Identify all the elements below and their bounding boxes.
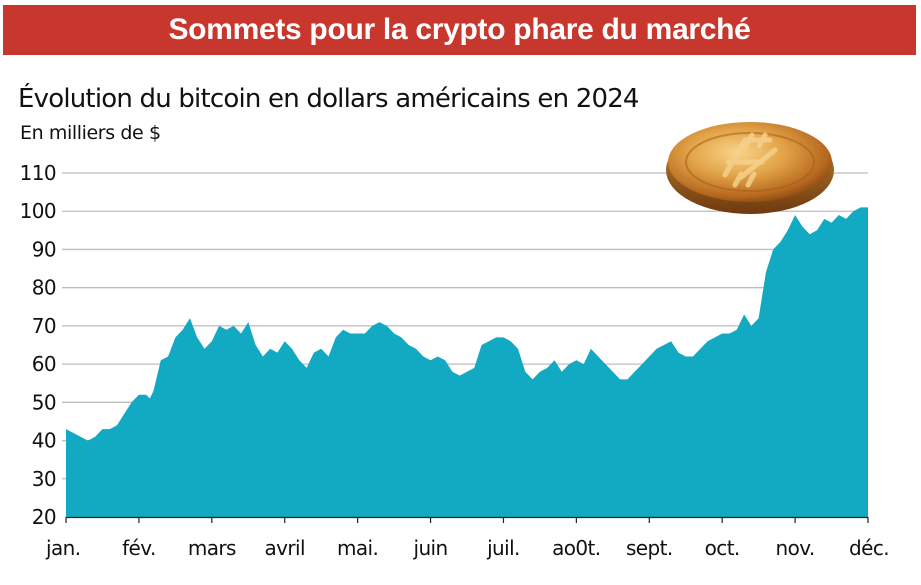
x-tick-label: fév.: [122, 536, 156, 560]
x-tick-label: juil.: [486, 536, 520, 560]
x-tick-label: déc.: [849, 536, 889, 560]
chart-title: Évolution du bitcoin en dollars américai…: [18, 84, 639, 114]
y-tick-label: 40: [32, 429, 56, 453]
y-tick-label: 100: [20, 199, 56, 223]
x-tick-label: mars: [188, 536, 236, 560]
y-tick-label: 110: [20, 161, 56, 185]
x-tick-label: ao0t.: [552, 536, 600, 560]
y-tick-label: 60: [32, 352, 56, 376]
x-tick-label: avril: [265, 536, 305, 560]
x-tick-label: mai.: [337, 536, 378, 560]
x-tick-label: sept.: [626, 536, 673, 560]
x-tick-label: oct.: [705, 536, 740, 560]
y-axis-unit-label: En milliers de $: [20, 122, 161, 144]
title-banner: Sommets pour la crypto phare du marché: [3, 5, 916, 55]
y-tick-label: 90: [32, 237, 56, 261]
x-tick-label: jan.: [45, 536, 80, 560]
y-tick-label: 80: [32, 276, 56, 300]
x-axis: jan. fév. mars avril mai. juin juil. ao0t. sept.…: [45, 516, 890, 560]
series-area: [66, 207, 868, 517]
x-tick-label: nov.: [776, 536, 815, 560]
y-tick-label: 50: [32, 390, 56, 414]
y-axis-ticks: 20 30 40 50 60 70 80 90 100 110: [20, 161, 57, 529]
y-tick-label: 30: [32, 467, 56, 491]
x-tick-label: juin: [413, 536, 448, 560]
data-area: [66, 207, 868, 517]
banner-title: Sommets pour la crypto phare du marché: [168, 13, 751, 46]
y-tick-label: 20: [32, 505, 56, 529]
y-tick-label: 70: [32, 314, 56, 338]
bitcoin-coin-icon: [666, 122, 834, 214]
